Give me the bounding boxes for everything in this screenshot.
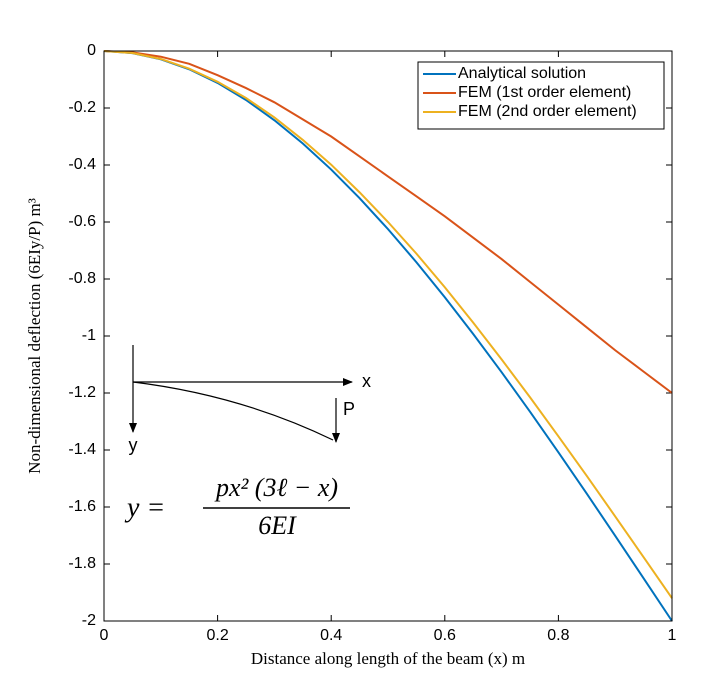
y-tick-label: -1	[82, 327, 96, 344]
legend-box	[417, 61, 665, 130]
y-tick-label: 0	[87, 42, 96, 59]
x-tick-label: 0	[100, 627, 109, 644]
y-tick-label: -0.8	[68, 270, 96, 287]
diagram-x: x	[362, 371, 371, 391]
deflected-beam	[132, 381, 334, 441]
x-tick-label: 1	[668, 627, 677, 644]
y-tick-label: -1.6	[68, 498, 96, 515]
y-tick-label: -2	[82, 612, 96, 629]
y-tick-label: -0.6	[68, 213, 96, 230]
beam-diagram	[129, 345, 353, 509]
series-line	[103, 50, 673, 599]
x-axis-label: Distance along length of the beam (x) m	[251, 649, 525, 668]
diagram-p: P	[343, 399, 355, 419]
y-tick-label: -0.4	[68, 156, 96, 173]
y-tick-label: -1.2	[68, 384, 96, 401]
y-tick-label: -0.2	[68, 99, 96, 116]
legend-label: Analytical solution	[458, 65, 586, 82]
y-tick-label: -1.8	[68, 555, 96, 572]
series-line	[103, 50, 673, 394]
y-axis-label: Non-dimensional deflection (6EIy/P) m³	[25, 198, 44, 474]
formula-numerator: px² (3ℓ − x)	[214, 473, 338, 502]
diagram-y: y	[129, 435, 138, 455]
x-tick-label: 0.6	[434, 627, 456, 644]
formula-denominator: 6EI	[258, 511, 297, 540]
x-tick-label: 0.2	[206, 627, 228, 644]
formula-lhs: y =	[124, 492, 165, 523]
legend-label: FEM (2nd order element)	[458, 103, 637, 120]
x-tick-label: 0.4	[320, 627, 342, 644]
legend-label: FEM (1st order element)	[458, 84, 631, 101]
y-tick-label: -1.4	[68, 441, 96, 458]
x-tick-label: 0.8	[547, 627, 569, 644]
axes-box	[103, 50, 673, 622]
